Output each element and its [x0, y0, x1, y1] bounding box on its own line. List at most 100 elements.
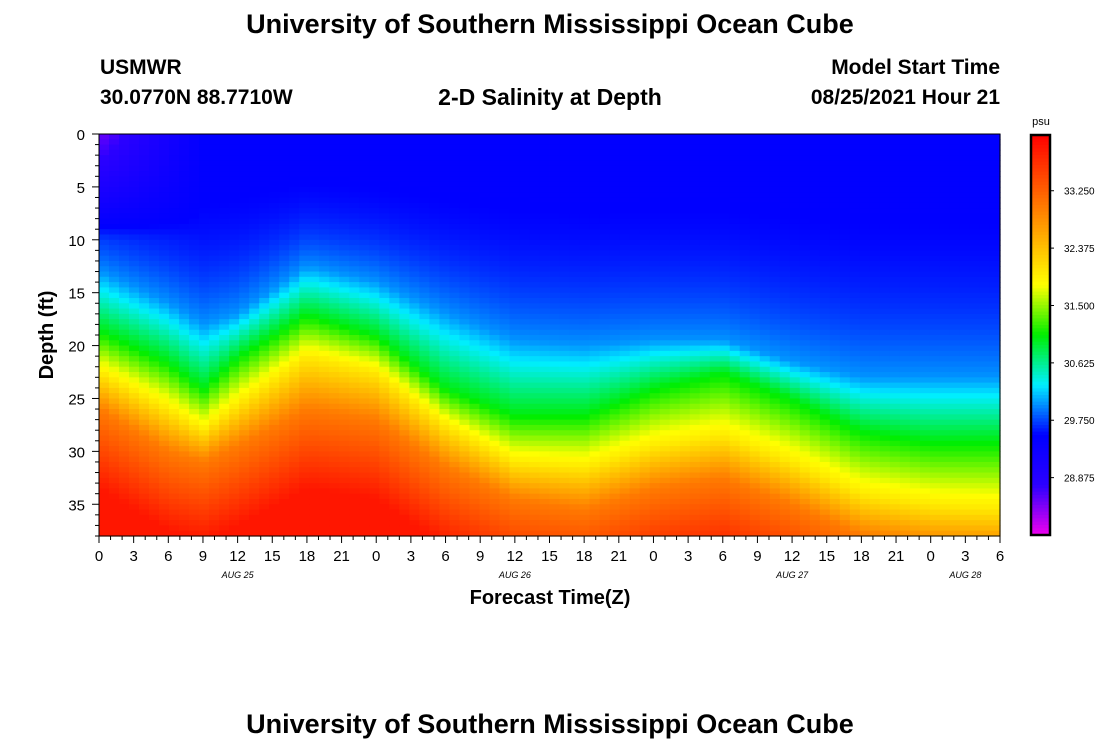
heatmap-cell — [589, 282, 601, 288]
heatmap-cell — [649, 509, 661, 516]
heatmap-cell — [539, 250, 551, 257]
heatmap-cell — [659, 234, 671, 241]
heatmap-cell — [529, 223, 541, 230]
heatmap-cell — [99, 493, 110, 500]
heatmap-cell — [749, 266, 761, 273]
heatmap-cell — [319, 292, 330, 299]
heatmap-cell — [719, 335, 731, 341]
heatmap-cell — [209, 483, 220, 489]
heatmap-cell — [549, 292, 561, 299]
heatmap-cell — [369, 446, 380, 452]
heatmap-cell — [379, 271, 390, 278]
heatmap-cell — [99, 149, 110, 156]
heatmap-cell — [499, 461, 511, 468]
heatmap-cell — [729, 456, 741, 463]
heatmap-cell — [529, 345, 541, 352]
heatmap-cell — [409, 382, 420, 389]
heatmap-cell — [349, 366, 360, 373]
heatmap-cell — [229, 398, 240, 405]
heatmap-cell — [189, 282, 200, 288]
heatmap-cell — [719, 509, 731, 516]
heatmap-cell — [149, 260, 160, 267]
heatmap-cell — [599, 192, 611, 199]
heatmap-cell — [379, 419, 390, 426]
heatmap-cell — [549, 276, 561, 283]
heatmap-cell — [749, 297, 761, 304]
heatmap-cell — [649, 271, 661, 278]
heatmap-cell — [569, 472, 581, 479]
heatmap-cell — [389, 498, 400, 505]
heatmap-cell — [659, 155, 671, 162]
heatmap-cell — [299, 149, 310, 156]
heatmap-cell — [319, 361, 330, 368]
heatmap-cell — [429, 335, 440, 341]
heatmap-cell — [199, 176, 210, 183]
heatmap-cell — [269, 387, 280, 394]
heatmap-cell — [249, 477, 260, 484]
heatmap-cell — [599, 276, 611, 283]
heatmap-cell — [539, 160, 551, 167]
heatmap-cell — [99, 266, 110, 273]
heatmap-cell — [419, 467, 430, 474]
heatmap-cell — [659, 319, 671, 326]
heatmap-cell — [139, 356, 150, 363]
heatmap-cell — [379, 303, 390, 310]
heatmap-cell — [299, 229, 310, 236]
heatmap-cell — [259, 192, 270, 199]
heatmap-cell — [669, 498, 681, 505]
heatmap-cell — [219, 245, 230, 251]
heatmap-cell — [509, 139, 521, 146]
heatmap-cell — [649, 292, 661, 299]
heatmap-cell — [259, 186, 270, 193]
heatmap-cell — [559, 276, 571, 283]
heatmap-cell — [359, 319, 370, 326]
heatmap-cell — [689, 192, 701, 199]
heatmap-cell — [229, 350, 240, 357]
heatmap-cell — [119, 329, 130, 336]
heatmap-cell — [409, 186, 420, 193]
heatmap-cell — [289, 276, 300, 283]
heatmap-cell — [609, 372, 621, 378]
heatmap-cell — [459, 472, 471, 479]
heatmap-cell — [519, 377, 531, 384]
heatmap-cell — [179, 208, 190, 214]
heatmap-cell — [289, 186, 300, 193]
heatmap-cell — [479, 509, 491, 516]
heatmap-cell — [589, 477, 601, 484]
heatmap-cell — [439, 483, 450, 489]
heatmap-cell — [539, 139, 551, 146]
heatmap-cell — [189, 287, 200, 294]
heatmap-cell — [309, 335, 320, 341]
heatmap-cell — [99, 197, 110, 204]
heatmap-cell — [129, 308, 140, 315]
heatmap-cell — [369, 171, 380, 177]
heatmap-cell — [289, 245, 300, 251]
heatmap-cell — [159, 250, 170, 257]
heatmap-cell — [359, 324, 370, 331]
heatmap-cell — [209, 446, 220, 452]
heatmap-cell — [529, 498, 541, 505]
heatmap-cell — [619, 208, 631, 214]
heatmap-cell — [439, 245, 450, 251]
heatmap-cell — [659, 461, 671, 468]
heatmap-cell — [479, 213, 491, 220]
heatmap-cell — [729, 451, 741, 458]
heatmap-cell — [609, 446, 621, 452]
heatmap-cell — [739, 525, 751, 532]
heatmap-cell — [689, 149, 701, 156]
heatmap-cell — [269, 493, 280, 500]
heatmap-cell — [379, 155, 390, 162]
heatmap-cell — [379, 245, 390, 251]
heatmap-cell — [599, 419, 611, 426]
heatmap-cell — [159, 208, 170, 214]
heatmap-cell — [659, 335, 671, 341]
heatmap-cell — [379, 409, 390, 415]
heatmap-cell — [709, 234, 721, 241]
heatmap-cell — [639, 271, 651, 278]
heatmap-cell — [549, 260, 561, 267]
heatmap-cell — [99, 472, 110, 479]
heatmap-cell — [709, 165, 721, 172]
heatmap-cell — [489, 287, 501, 294]
heatmap-cell — [109, 430, 120, 437]
heatmap-cell — [569, 287, 581, 294]
